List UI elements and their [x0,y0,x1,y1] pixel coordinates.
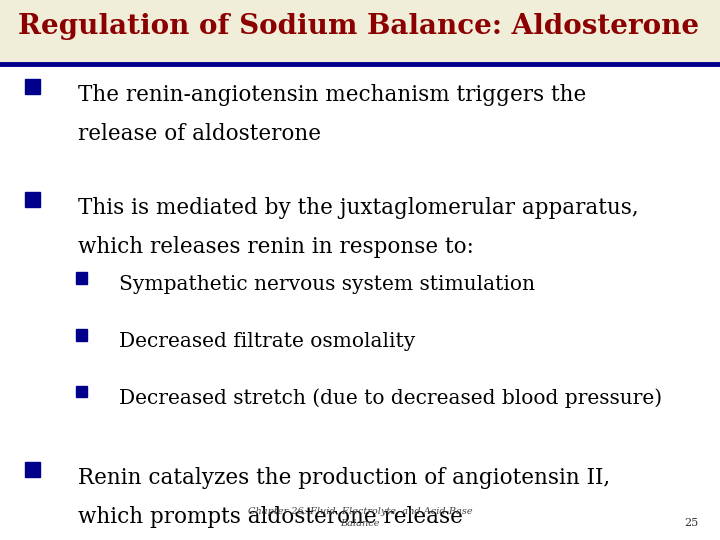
Text: 25: 25 [684,518,698,528]
FancyBboxPatch shape [25,79,40,94]
FancyBboxPatch shape [76,272,87,284]
Text: Chapter 26: Fluid, Electrolyte, and Acid-Base
Balance: Chapter 26: Fluid, Electrolyte, and Acid… [248,507,472,528]
Text: which prompts aldosterone release: which prompts aldosterone release [78,506,463,528]
FancyBboxPatch shape [76,329,87,341]
Text: Sympathetic nervous system stimulation: Sympathetic nervous system stimulation [119,275,535,294]
Text: The renin-angiotensin mechanism triggers the: The renin-angiotensin mechanism triggers… [78,84,586,106]
Text: release of aldosterone: release of aldosterone [78,123,321,145]
Text: Decreased stretch (due to decreased blood pressure): Decreased stretch (due to decreased bloo… [119,389,662,408]
Text: which releases renin in response to:: which releases renin in response to: [78,236,474,258]
Text: Regulation of Sodium Balance: Aldosterone: Regulation of Sodium Balance: Aldosteron… [18,14,699,40]
FancyBboxPatch shape [0,0,720,64]
Text: Decreased filtrate osmolality: Decreased filtrate osmolality [119,332,415,351]
FancyBboxPatch shape [25,192,40,207]
Text: Renin catalyzes the production of angiotensin II,: Renin catalyzes the production of angiot… [78,467,610,489]
Text: This is mediated by the juxtaglomerular apparatus,: This is mediated by the juxtaglomerular … [78,197,639,219]
FancyBboxPatch shape [25,462,40,477]
FancyBboxPatch shape [76,386,87,397]
